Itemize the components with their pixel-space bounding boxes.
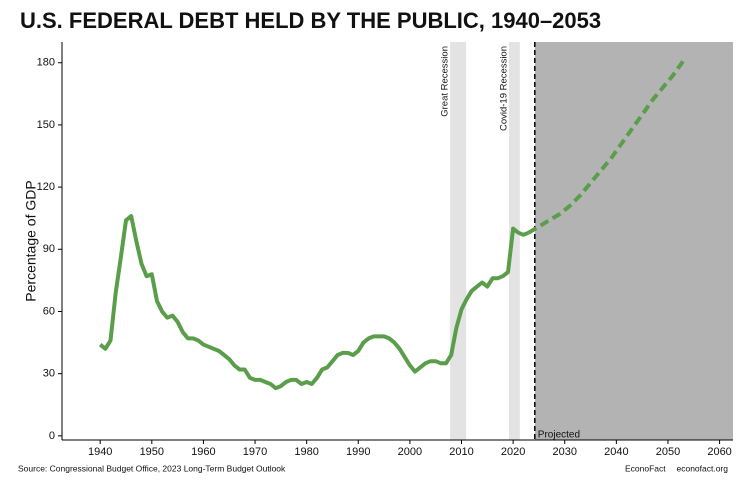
y-tick-label: 90 [43, 243, 55, 255]
x-tick-label: 2030 [552, 446, 576, 458]
site: econofact.org [676, 463, 728, 473]
chart-title: U.S. FEDERAL DEBT HELD BY THE PUBLIC, 19… [20, 8, 601, 33]
x-tick-label: 2010 [449, 446, 473, 458]
x-tick-label: 1970 [243, 446, 267, 458]
projection-region [534, 42, 733, 440]
x-tick-label: 1950 [140, 446, 164, 458]
x-tick-label: 2040 [604, 446, 628, 458]
x-tick-label: 1980 [294, 446, 318, 458]
data-line [527, 59, 686, 235]
x-tick-label: 2050 [656, 446, 680, 458]
y-axis-label: Percentage of GDP [23, 180, 39, 301]
band-label: Great Recession [440, 46, 451, 117]
x-tick-label: 2020 [501, 446, 525, 458]
data-line [98, 214, 530, 391]
projection-label: Projected [538, 430, 580, 441]
x-tick-label: 1940 [88, 446, 112, 458]
brand: EconoFact [625, 463, 666, 473]
x-tick-label: 2060 [707, 446, 731, 458]
x-tick-label: 1960 [191, 446, 215, 458]
y-tick-label: 180 [37, 57, 55, 69]
y-tick-label: 30 [43, 368, 55, 380]
band-label: Covid-19 Recession [499, 46, 510, 131]
source-note: Source: Congressional Budget Office, 202… [18, 463, 286, 473]
y-tick-label: 120 [37, 181, 55, 193]
y-tick-label: 150 [37, 119, 55, 131]
recession-band [450, 42, 467, 440]
y-tick-label: 0 [49, 430, 55, 442]
plot-area: Great Recession Covid-19 Recession Project… [37, 42, 733, 458]
recession-band [508, 42, 520, 440]
x-tick-label: 1990 [346, 446, 370, 458]
x-tick-label: 2000 [398, 446, 422, 458]
y-tick-label: 60 [43, 305, 55, 317]
